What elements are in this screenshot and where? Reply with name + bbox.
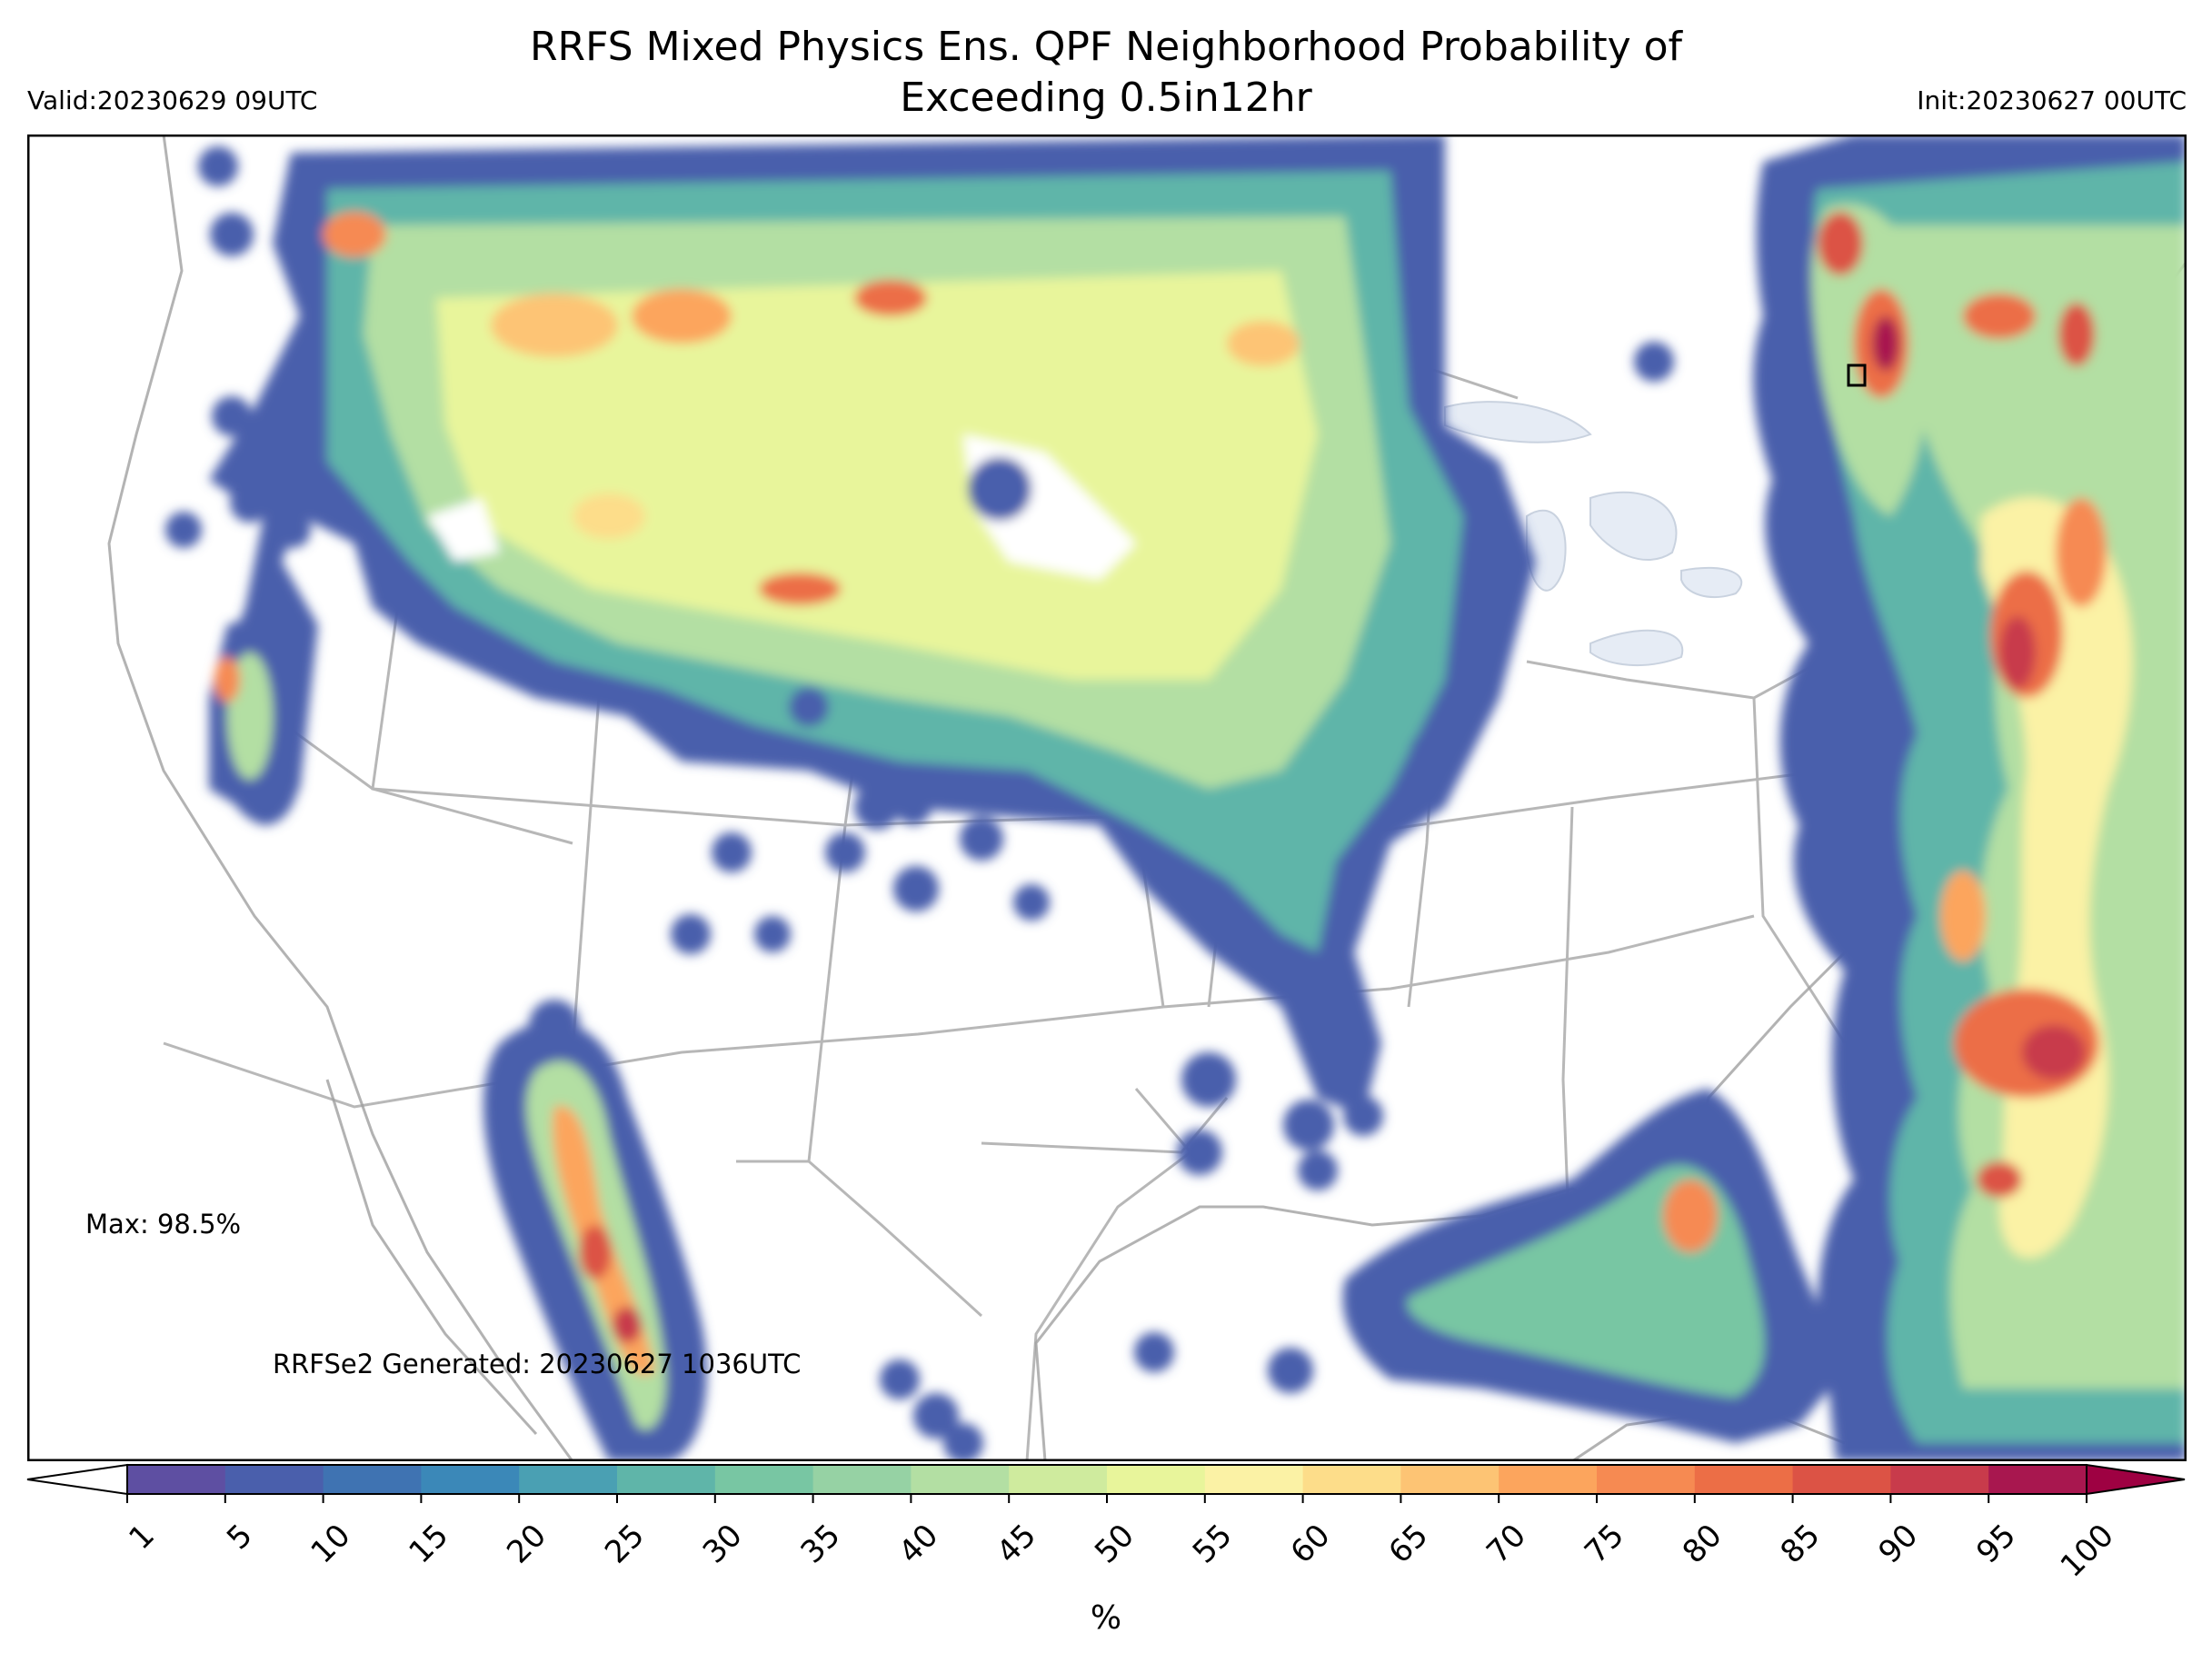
colorbar-segment xyxy=(1499,1465,1598,1494)
maximum-marker xyxy=(1847,363,1867,387)
colorbar-tick-label: 30 xyxy=(696,1518,750,1571)
hotspot-atlantic-2 xyxy=(1999,616,2036,689)
colorbar-segment xyxy=(1597,1465,1696,1494)
colorbar-segment xyxy=(1890,1465,1989,1494)
colorbar-under-arrow xyxy=(26,1463,128,1496)
colorbar-tick-label: 65 xyxy=(1381,1518,1435,1571)
hotspot-nw-3 xyxy=(854,280,927,316)
colorbar-segment xyxy=(1694,1465,1794,1494)
hotspot-mexico-2 xyxy=(613,1307,642,1343)
colorbar-segment xyxy=(519,1465,618,1494)
colorbar-segment xyxy=(323,1465,422,1494)
colorbar-tick-label: 1 xyxy=(122,1518,162,1558)
hotspot-california xyxy=(214,657,240,702)
isolated-cells xyxy=(165,146,1674,1461)
colorbar: 1 5 10 15 20 25 30 35 40 45 50 55 60 65 70 75 80 85 90 95 10… xyxy=(26,1463,2186,1585)
hotspot-atlantic-6 xyxy=(1977,1161,2022,1198)
colorbar-tick-label: 20 xyxy=(500,1518,553,1571)
hotspot-northeast-5 xyxy=(2058,303,2095,366)
colorbar-segment xyxy=(911,1465,1010,1494)
colorbar-tick-label: 100 xyxy=(2054,1518,2121,1585)
chart-title-line-2: Exceeding 0.5in12hr xyxy=(900,75,1312,121)
map-frame xyxy=(27,134,2187,1461)
hotspot-nw-7 xyxy=(573,493,645,539)
hotspot-nw-2 xyxy=(632,289,732,344)
colorbar-over-arrow xyxy=(2086,1463,2186,1496)
colorbar-segment xyxy=(714,1465,814,1494)
hotspot-atlantic-5 xyxy=(2022,1025,2086,1080)
colorbar-segment xyxy=(127,1465,226,1494)
hotspot-northeast-3 xyxy=(1872,316,1899,371)
colorbar-tick-label: 5 xyxy=(220,1518,260,1558)
colorbar-tick-label: 60 xyxy=(1284,1518,1338,1571)
colorbar-segment xyxy=(224,1465,324,1494)
colorbar-tick-label: 85 xyxy=(1774,1518,1828,1571)
colorbar-segment xyxy=(1400,1465,1500,1494)
colorbar-segment xyxy=(617,1465,716,1494)
hotspot-nw-4 xyxy=(759,573,841,605)
hotspot-atlantic-3 xyxy=(2056,498,2107,607)
colorbar-tick-label: 75 xyxy=(1578,1518,1631,1571)
colorbar-segment xyxy=(1988,1465,2087,1494)
colorbar-tick-label: 95 xyxy=(1969,1518,2023,1571)
generated-time-label: RRFSe2 Generated: 20230627 1036UTC xyxy=(273,1349,802,1379)
colorbar-tick-label: 40 xyxy=(892,1518,945,1571)
chart-title-line-1: RRFS Mixed Physics Ens. QPF Neighborhood… xyxy=(529,24,1683,70)
probability-field xyxy=(165,134,2187,1461)
colorbar-tick-label: 15 xyxy=(402,1518,455,1571)
hotspot-northeast-1 xyxy=(1818,212,1863,275)
max-value-label: Max: 98.5% xyxy=(85,1209,242,1240)
hotspot-nw-6 xyxy=(1227,321,1300,366)
contour-nw-gap-2 xyxy=(427,498,500,562)
colorbar-unit-label: % xyxy=(1090,1599,1122,1637)
colorbar-segment xyxy=(1302,1465,1401,1494)
colorbar-tick-label: 25 xyxy=(598,1518,652,1571)
colorbar-segment xyxy=(1792,1465,1891,1494)
colorbar-segment xyxy=(1107,1465,1206,1494)
valid-time-label: Valid:20230629 09UTC xyxy=(27,85,318,115)
init-time-label: Init:20230627 00UTC xyxy=(1917,85,2187,115)
hotspot-mexico-1 xyxy=(579,1225,612,1280)
colorbar-segment xyxy=(1009,1465,1108,1494)
hotspot-nw-5 xyxy=(323,212,386,257)
colorbar-tick-label: 35 xyxy=(794,1518,848,1571)
great-lakes xyxy=(1444,401,1743,666)
probability-map xyxy=(27,134,2187,1461)
colorbar-tick-label: 70 xyxy=(1480,1518,1533,1571)
colorbar-segment xyxy=(1204,1465,1304,1494)
colorbar-segment xyxy=(812,1465,912,1494)
colorbar-tick-label: 45 xyxy=(990,1518,1043,1571)
colorbar-tick-label: 55 xyxy=(1186,1518,1240,1571)
hotspot-nw-1 xyxy=(491,294,618,357)
colorbar-tick-label: 90 xyxy=(1871,1518,1925,1571)
hotspot-florida xyxy=(1663,1180,1718,1252)
hotspot-northeast-4 xyxy=(1963,294,2036,339)
colorbar-segment xyxy=(421,1465,520,1494)
colorbar-tick-label: 50 xyxy=(1088,1518,1141,1571)
colorbar-tick-label: 10 xyxy=(304,1518,358,1571)
hotspot-atlantic-7 xyxy=(1940,871,1986,961)
colorbar-tick-label: 80 xyxy=(1676,1518,1729,1571)
